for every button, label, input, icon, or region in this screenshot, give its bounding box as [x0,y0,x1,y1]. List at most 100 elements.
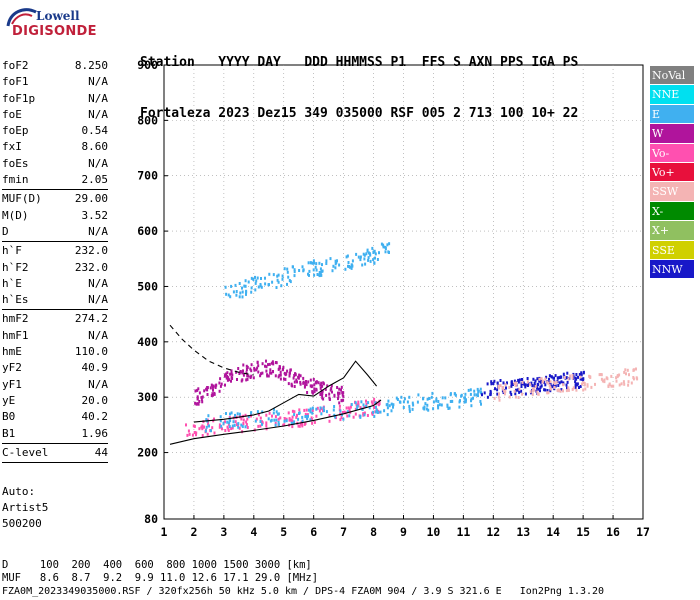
echo-point [532,377,535,381]
echo-point [245,290,248,294]
echo-point [601,379,604,383]
echo-point [428,397,431,400]
param-name: D [2,224,9,238]
echo-point [250,411,253,415]
echo-point [399,400,402,404]
param-row: M(D) 3.52 [2,208,108,224]
echo-point [575,382,578,386]
echo-point [242,422,245,425]
x-tick-label: 4 [250,525,257,539]
echo-point [620,382,623,386]
echo-point [220,424,223,428]
echo-point [196,397,199,401]
param-value: N/A [88,91,108,105]
echo-point [469,388,472,392]
echo-point [574,380,577,384]
echo-point [566,380,569,384]
footer-muf: MUF 8.6 8.7 9.2 9.9 11.0 12.6 17.1 29.0 … [2,572,319,584]
echo-point [509,390,512,394]
echo-point [277,367,280,371]
echo-point [245,292,247,296]
echo-point [203,389,206,393]
echo-point [388,404,391,408]
echo-point [408,407,411,411]
param-row: foEs N/A [2,156,108,172]
echo-point [265,369,268,373]
echo-point [245,368,248,371]
echo-point [497,384,500,388]
echo-point [636,377,639,381]
profile-curve [169,399,382,445]
echo-point [337,397,339,401]
echo-point [532,389,534,393]
echo-point [352,415,355,419]
echo-point [320,392,322,396]
echo-point [247,415,250,419]
auto-code: 500200 [2,517,42,530]
echo-point [303,408,306,412]
echo-point [372,250,375,254]
param-name: hmE [2,345,22,359]
echo-point [513,381,516,385]
echo-point [198,400,201,403]
echo-point [515,382,518,386]
echo-point [547,391,550,395]
param-name: foF1 [2,75,29,89]
echo-point [288,371,291,375]
echo-point [536,377,539,381]
echo-point [218,423,221,427]
echo-point [328,419,331,423]
param-value: 232.0 [74,260,108,274]
echo-point [307,408,310,412]
echo-point [359,258,362,262]
echo-point [214,386,217,389]
echo-point [279,377,282,381]
echo-point [635,367,637,371]
echo-point [517,378,520,382]
echo-point [203,425,205,429]
echo-point [270,371,273,375]
echo-point [210,394,213,398]
param-name: foF1p [2,91,36,105]
auto-artist: Artist5 [2,501,49,514]
echo-point [284,377,287,381]
echo-point [243,284,246,288]
echo-point [238,412,241,416]
echo-point [287,275,290,279]
echo-point [615,379,618,383]
echo-point [240,417,243,421]
echo-point [206,386,209,389]
echo-point [288,374,291,378]
echo-point [315,262,318,266]
echo-point [311,418,314,422]
echo-point [290,421,293,425]
echo-point [576,382,579,386]
echo-point [240,379,243,383]
echo-point [293,268,296,272]
echo-point [244,413,247,417]
echo-point [520,385,523,388]
echo-point [632,377,635,381]
echo-point [286,267,289,271]
echo-point [226,371,229,375]
echo-point [257,370,260,374]
echo-point [256,361,259,365]
echo-point [479,400,482,403]
echo-point [215,383,218,387]
echo-point [544,383,547,387]
echo-point [331,269,334,273]
echo-point [334,262,337,266]
param-row: yF1 N/A [2,377,108,393]
echo-point [540,377,543,381]
echo-point [195,433,197,437]
echo-point [373,400,376,404]
echo-point [402,406,405,409]
echo-point [379,410,382,414]
echo-point [301,419,304,423]
echo-point [562,383,565,387]
echo-point [193,424,196,428]
echo-point [336,259,338,263]
echo-point [253,366,256,370]
echo-point [470,397,473,401]
echo-point [254,281,257,285]
